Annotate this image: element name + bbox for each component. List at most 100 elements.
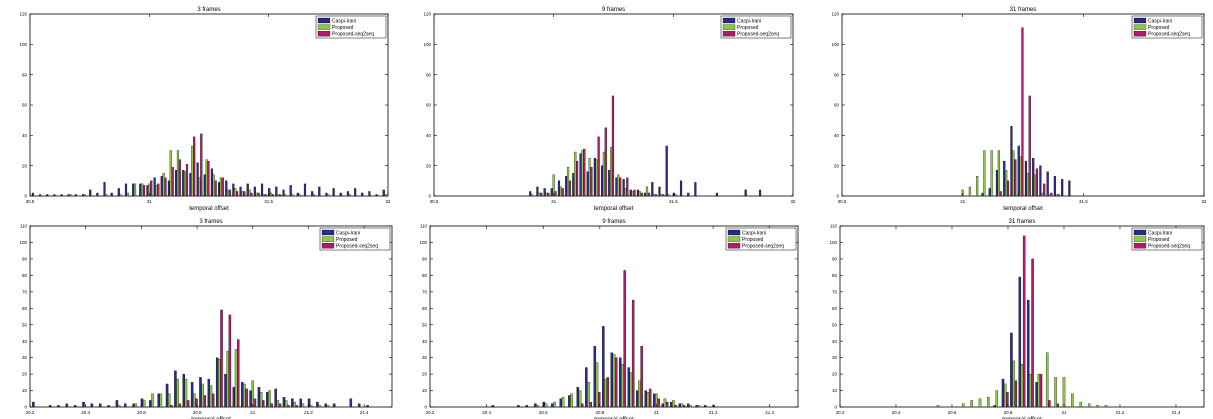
x-tick-label: 21.2 bbox=[1116, 410, 1125, 415]
bar bbox=[266, 392, 269, 408]
bar bbox=[103, 182, 106, 197]
legend-label: Proposed-seq2seq bbox=[1148, 32, 1190, 38]
bar bbox=[602, 326, 605, 408]
bar bbox=[211, 393, 215, 408]
legend-label: Caspi-Irani bbox=[1148, 230, 1172, 236]
bar bbox=[583, 148, 586, 197]
bar bbox=[115, 400, 119, 408]
x-tick-label: 20.8 bbox=[1004, 410, 1013, 415]
bar bbox=[193, 393, 196, 408]
legend-swatch bbox=[1133, 229, 1147, 236]
bar bbox=[557, 180, 561, 197]
x-tick-label: 31.5 bbox=[669, 199, 678, 204]
x-tick-label: 20.6 bbox=[137, 410, 146, 415]
bar bbox=[212, 174, 215, 197]
bar bbox=[232, 387, 236, 408]
bar bbox=[289, 185, 292, 197]
chart-title: 31 frames bbox=[1009, 219, 1036, 225]
bar bbox=[529, 191, 532, 197]
legend-label: Caspi-Irani bbox=[332, 18, 356, 24]
y-tick-label: 20 bbox=[834, 163, 840, 168]
bar bbox=[110, 192, 113, 197]
bar bbox=[568, 395, 571, 408]
bar bbox=[124, 183, 128, 197]
y-tick-label: 30 bbox=[22, 355, 28, 360]
bar bbox=[189, 173, 192, 197]
bar bbox=[611, 95, 615, 197]
bar bbox=[1048, 194, 1051, 197]
bar bbox=[219, 177, 223, 197]
x-tick-label: 20.8 bbox=[193, 410, 202, 415]
y-tick-label: 120 bbox=[19, 12, 27, 17]
y-tick-label: 110 bbox=[830, 224, 838, 229]
legend-label: Caspi-Irani bbox=[336, 230, 360, 236]
bar bbox=[600, 165, 604, 197]
bar bbox=[1096, 405, 1099, 408]
y-tick-label: 0 bbox=[836, 194, 839, 199]
y-tick-label: 30 bbox=[832, 355, 838, 360]
bar bbox=[660, 194, 663, 197]
y-tick-label: 80 bbox=[426, 72, 432, 77]
y-tick-label: 40 bbox=[832, 339, 838, 344]
bar bbox=[687, 192, 690, 197]
bar bbox=[146, 185, 149, 197]
y-tick-label: 80 bbox=[834, 72, 840, 77]
bar bbox=[1032, 157, 1035, 197]
legend-label: Proposed-seq2seq bbox=[1148, 244, 1190, 250]
bar bbox=[1026, 299, 1030, 408]
x-tick-label: 32 bbox=[385, 199, 391, 204]
legend-box bbox=[1131, 227, 1203, 251]
bar bbox=[169, 150, 172, 197]
x-tick-label: 21.4 bbox=[1172, 410, 1181, 415]
bar bbox=[310, 405, 313, 408]
bar bbox=[318, 186, 321, 197]
bar bbox=[961, 403, 965, 408]
x-axis-label: temporal offset bbox=[1003, 206, 1043, 212]
bar bbox=[1020, 364, 1024, 408]
y-tick-label: 10 bbox=[422, 388, 428, 393]
bar bbox=[1001, 378, 1005, 408]
bar bbox=[57, 405, 60, 408]
bar bbox=[1061, 179, 1064, 197]
bar bbox=[640, 192, 643, 197]
y-tick-label: 40 bbox=[22, 339, 28, 344]
x-axis-label: temporal offset bbox=[189, 206, 229, 212]
bar bbox=[1068, 180, 1071, 197]
legend-swatch bbox=[317, 24, 331, 30]
x-tick-label: 20.6 bbox=[539, 410, 548, 415]
x-tick-label: 32 bbox=[790, 199, 796, 204]
bar bbox=[534, 403, 537, 408]
bar bbox=[661, 403, 665, 408]
bar bbox=[160, 176, 163, 197]
bar bbox=[303, 183, 307, 197]
chart-title: 3 frames bbox=[199, 219, 222, 225]
bar bbox=[48, 405, 52, 408]
y-tick-label: 100 bbox=[831, 42, 839, 47]
bar bbox=[644, 390, 648, 408]
x-axis-label: temporal offset bbox=[594, 417, 634, 419]
bar bbox=[167, 180, 171, 197]
bar bbox=[150, 180, 153, 197]
y-tick-label: 60 bbox=[834, 103, 840, 108]
bar bbox=[274, 388, 277, 408]
x-tick-label: 20.4 bbox=[482, 410, 491, 415]
bar bbox=[1045, 352, 1049, 408]
bar bbox=[585, 367, 588, 408]
bar bbox=[243, 383, 246, 408]
bar bbox=[631, 191, 634, 197]
bar bbox=[987, 396, 990, 408]
bar bbox=[205, 159, 208, 197]
bar bbox=[239, 186, 242, 197]
bar bbox=[689, 405, 692, 408]
bar bbox=[1031, 258, 1034, 408]
legend-label: Proposed bbox=[1148, 237, 1170, 243]
legend-label: Proposed-seq2seq bbox=[332, 32, 374, 38]
bar bbox=[301, 403, 305, 408]
bar bbox=[653, 194, 656, 197]
bar bbox=[178, 403, 181, 408]
legend-label: Caspi-Irani bbox=[742, 230, 766, 236]
bar bbox=[968, 186, 971, 197]
bar bbox=[627, 367, 631, 408]
y-tick-label: 20 bbox=[422, 372, 428, 377]
bar bbox=[536, 186, 539, 197]
